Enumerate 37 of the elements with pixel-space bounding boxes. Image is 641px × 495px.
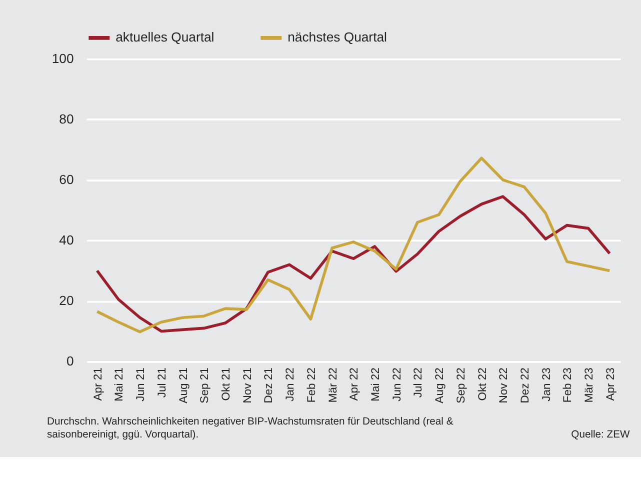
- x-tick-label: Dez 22: [519, 368, 532, 404]
- x-tick-label: Aug 21: [178, 368, 190, 404]
- y-tick-label: 60: [59, 172, 74, 188]
- y-tick-label: 80: [59, 112, 74, 127]
- x-tick-label: Jan 23: [540, 368, 553, 402]
- x-tick-label: Aug 22: [434, 368, 446, 404]
- x-tick-label: Okt 21: [220, 368, 232, 401]
- line-series: [96, 195, 612, 333]
- legend-label: aktuelles Quartal: [116, 30, 214, 45]
- x-tick-label: Jun 22: [391, 368, 404, 402]
- y-tick-label: 20: [59, 293, 74, 308]
- y-tick-label: 100: [52, 51, 74, 66]
- x-tick-label: Mai 21: [114, 368, 126, 402]
- line-series: [96, 156, 612, 334]
- x-tick-label: Apr 23: [604, 368, 617, 401]
- x-tick-label: Nov 22: [498, 368, 510, 404]
- x-tick-label: Feb 22: [306, 368, 318, 403]
- x-tick-label: Mai 22: [370, 368, 382, 402]
- x-tick-label: Apr 21: [92, 368, 104, 401]
- x-tick-label: Dez 21: [263, 368, 276, 404]
- y-tick-label: 40: [59, 232, 74, 248]
- x-tick-label: Feb 23: [562, 368, 574, 403]
- y-tick-label: 0: [66, 354, 74, 369]
- x-tick-label: Jul 22: [412, 368, 425, 398]
- x-tick-label: Nov 21: [242, 368, 254, 404]
- x-tick-label: Jun 21: [135, 368, 148, 402]
- x-tick-label: Jul 21: [156, 368, 168, 398]
- x-tick-label: Mär 23: [584, 368, 596, 403]
- x-tick-label: Apr 22: [348, 368, 361, 401]
- x-tick-label: Sep 22: [455, 368, 468, 404]
- text: Durchschn. Wahrscheinlichkeiten negativer BIP-Wachstumsraten für Deutschland (real & saisonbereinigt, ggü. Vorquartal).: [46, 416, 454, 441]
- x-tick-label: Mär 22: [327, 368, 340, 403]
- x-tick-label: Jan 22: [284, 368, 297, 402]
- source-note: Quelle: ZEW: [571, 430, 630, 441]
- legend-label: nächstes Quartal: [288, 30, 388, 45]
- x-tick-label: Sep 21: [199, 368, 212, 404]
- x-tick-label: Okt 22: [476, 368, 489, 401]
